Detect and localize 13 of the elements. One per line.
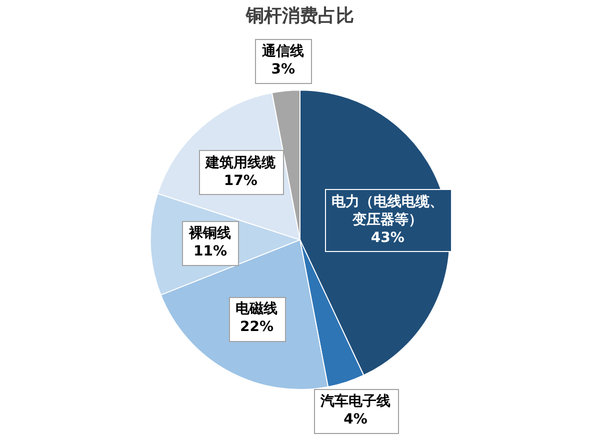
slice-label: 电磁线 (236, 301, 278, 318)
data-label: 17% (224, 173, 258, 190)
slice-label: 通信线 (261, 42, 304, 60)
slice-label: 裸铜线 (188, 224, 232, 242)
data-label: 4% (344, 411, 368, 428)
data-label: 43% (370, 230, 404, 246)
chart-title: 铜杆消费占比 (245, 5, 354, 26)
slice-label: 汽车电子线 (320, 392, 391, 410)
slice-label: 建筑用线缆 (204, 155, 277, 172)
slice-label: 电力（电线电缆、变压器等） (332, 194, 444, 228)
data-label: 3% (271, 62, 295, 78)
data-label: 11% (193, 243, 227, 260)
data-label: 22% (240, 319, 274, 336)
